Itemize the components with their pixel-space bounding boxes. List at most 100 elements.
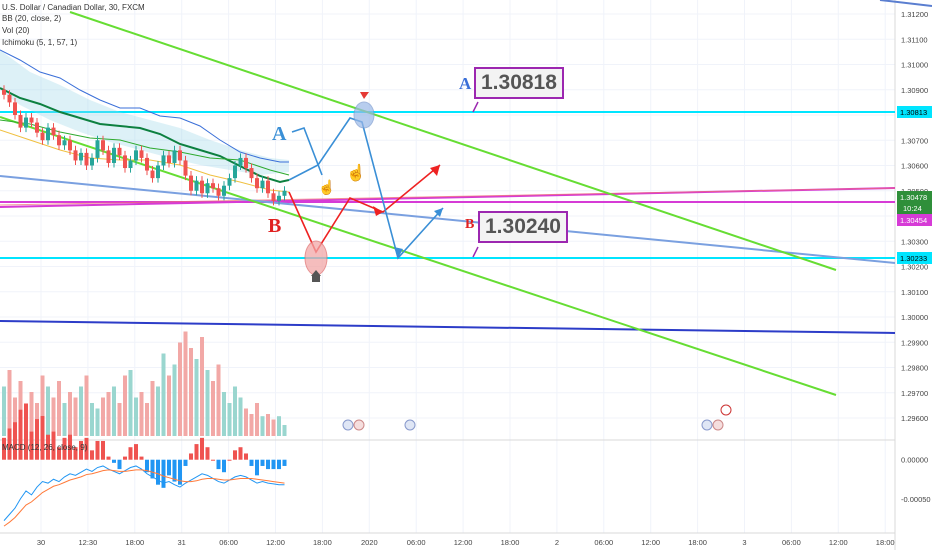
volume-bar [167,375,171,436]
macd-histogram-bar [13,422,17,460]
volume-bar [282,425,287,436]
macd-histogram-bar [7,428,12,460]
arrow-heads [373,165,443,258]
candle-body [117,147,122,156]
candle-body [51,127,56,136]
candle-body [106,150,111,163]
time-tick-label: 18:00 [313,538,332,547]
volume-bar [161,353,166,436]
volume-bar [46,386,50,436]
volume-bar [189,348,193,436]
volume-bar [128,370,133,436]
macd-histogram-bar [24,403,28,460]
price-tick-label: 1.30000 [901,313,928,322]
volume-bars [2,331,287,436]
candle-body [211,183,215,189]
time-tick-label: 2020 [361,538,378,547]
candle-body [233,165,237,179]
event-flags [342,404,732,431]
candle-body [101,140,105,151]
volume-bar [266,414,270,436]
volume-bar [73,397,78,436]
volume-bar [216,364,221,436]
price-tick-label: 1.29700 [901,389,928,398]
legend-macd[interactable]: MACD (12, 26, close, 9) [2,443,88,452]
legend-vol[interactable]: Vol (20) [2,26,30,35]
legend-symbol[interactable]: U.S. Dollar / Canadian Dollar, 30, FXCM [2,3,145,12]
macd-histogram-bar [183,459,188,466]
macd-histogram-bar [106,456,111,460]
candle-body [40,132,45,141]
upper-target-label[interactable]: 1.30818 [474,67,564,99]
time-tick-label: 18:00 [501,538,520,547]
wave-label-a: A [272,123,287,145]
macd-histogram-bar [150,459,155,479]
volume-bar [101,397,105,436]
candle-body [200,180,204,194]
red-pointer-icon: ☝ [346,163,366,182]
lower-target-label[interactable]: 1.30240 [478,211,568,243]
macd-line [3,465,285,521]
candle-body [150,170,155,179]
volume-bar [51,397,56,436]
candle-body [35,122,39,133]
candle-body [134,150,138,161]
macd-histogram-bar [62,437,67,460]
macd-histogram-bar [260,459,265,466]
blue-trend-line [0,175,896,264]
volume-bar [178,342,182,436]
candle-body [244,157,248,169]
candle-body [205,183,210,194]
macd-histogram-bar [222,459,226,473]
volume-bar [150,381,155,436]
volume-bar [84,375,89,436]
macd-histogram-bar [145,459,149,473]
event-flag-icon [404,419,416,431]
macd-histogram-bar [156,459,160,485]
upper-blue-line [879,0,932,7]
candle-body [216,188,221,196]
time-tick-label: 3 [742,538,746,547]
candle-body [18,115,23,128]
time-tick-label: 06:00 [219,538,238,547]
legend-bb[interactable]: BB (20, close, 2) [2,14,62,23]
candle-body [2,89,6,95]
volume-bar [244,408,248,436]
volume-bar [40,375,45,436]
volume-bar [134,397,138,436]
candle-body [194,180,199,191]
macd-signal-line [3,469,285,527]
volume-bar [260,416,265,436]
macd-histogram-bar [238,447,243,460]
macd-histogram-bar [172,459,177,482]
price-tick-label: 1.30600 [901,162,928,171]
macd-pane [2,403,287,527]
time-tick-label: 30 [37,538,45,547]
macd-histogram-bar [51,431,56,460]
volume-bar [271,419,276,436]
volume-bar [95,408,100,436]
volume-bar [145,403,149,436]
candle-body [46,127,50,141]
upper-label-leader [472,101,479,113]
time-tick-label: 12:30 [79,538,98,547]
wave-label-a-upper: A [459,74,472,93]
volume-bar [18,381,23,436]
blue-arrow-a [291,126,323,176]
time-tick-label: 31 [178,538,186,547]
event-flag-icon [353,419,365,431]
macd-histogram-bar [249,459,254,466]
candle-body [145,157,149,171]
macd-histogram-bar [282,459,287,466]
upper-level-tag [897,106,932,118]
volume-bar [277,416,281,436]
volume-bar [57,381,61,436]
macd-histogram-bar [84,437,89,460]
legend-ichimoku[interactable]: Ichimoku (5, 1, 57, 1) [2,38,78,47]
macd-histogram-bar [266,459,270,470]
macd-histogram-bar [29,431,34,460]
volume-bar [249,414,254,436]
volume-bar [255,403,259,436]
red-projection-path [288,164,441,254]
